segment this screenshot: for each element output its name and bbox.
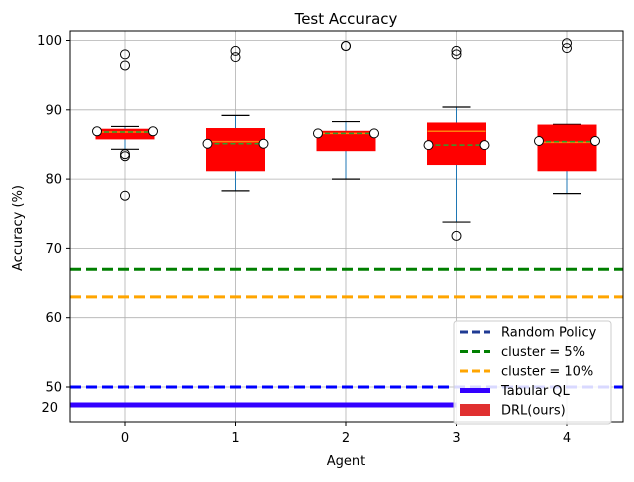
x-tick-label: 4 bbox=[563, 431, 571, 446]
axis-ticks: 50 60 70 80 90 100 20 0 1 2 3 4 bbox=[37, 34, 571, 446]
endpoint-marker bbox=[202, 138, 213, 149]
x-tick-label: 1 bbox=[231, 431, 239, 446]
legend-label: cluster = 5% bbox=[501, 345, 585, 360]
box bbox=[95, 128, 155, 140]
endpoint-marker bbox=[148, 126, 158, 137]
y-tick-label: 80 bbox=[45, 173, 62, 188]
y-tick-label: 90 bbox=[45, 103, 62, 118]
outlier-point bbox=[230, 52, 241, 63]
endpoint-marker bbox=[423, 140, 434, 151]
outlier-point bbox=[120, 60, 130, 71]
outlier-point bbox=[451, 45, 462, 56]
legend-label: Tabular QL bbox=[500, 384, 571, 399]
x-tick-label: 3 bbox=[452, 431, 460, 446]
x-tick-label: 0 bbox=[121, 431, 129, 446]
outlier-point bbox=[120, 49, 130, 60]
endpoint-marker bbox=[369, 128, 379, 139]
legend-label: cluster = 10% bbox=[501, 365, 593, 380]
y-tick-label: 60 bbox=[45, 311, 62, 326]
endpoint-marker bbox=[258, 138, 269, 149]
boxplot-agent-1 bbox=[202, 45, 269, 192]
boxplots bbox=[92, 38, 600, 241]
endpoint-marker bbox=[534, 135, 544, 146]
outlier-point bbox=[341, 41, 351, 52]
outlier-point bbox=[562, 43, 572, 54]
chart-title: Test Accuracy bbox=[294, 10, 398, 28]
boxplot-agent-4 bbox=[534, 38, 600, 195]
box bbox=[537, 124, 597, 172]
outlier-point bbox=[451, 49, 462, 60]
x-axis-label: Agent bbox=[327, 454, 365, 469]
endpoint-marker bbox=[479, 140, 490, 151]
box bbox=[316, 130, 376, 152]
box bbox=[427, 122, 486, 166]
y-tick-label: 70 bbox=[45, 242, 62, 257]
outlier-point bbox=[120, 151, 130, 162]
endpoint-marker bbox=[590, 135, 600, 146]
outlier-point bbox=[451, 230, 462, 241]
outlier-point bbox=[230, 45, 241, 56]
y-axis-label: Accuracy (%) bbox=[11, 185, 26, 271]
box bbox=[206, 128, 265, 172]
y-break-label: 20 bbox=[41, 401, 58, 416]
legend-box bbox=[453, 320, 612, 425]
endpoint-marker bbox=[92, 126, 102, 137]
legend-label: DRL(ours) bbox=[501, 404, 566, 419]
boxplot-agent-2 bbox=[313, 41, 379, 180]
boxplot-agent-0 bbox=[92, 49, 158, 201]
legend: Random Policy cluster = 5% cluster = 10% Ta… bbox=[453, 320, 612, 425]
x-tick-label: 2 bbox=[342, 431, 350, 446]
y-tick-label: 50 bbox=[45, 381, 62, 396]
y-tick-label: 100 bbox=[37, 34, 62, 49]
outlier-point bbox=[120, 190, 130, 201]
legend-label: Random Policy bbox=[501, 326, 597, 341]
boxplot-agent-3 bbox=[423, 45, 490, 241]
legend-swatch bbox=[460, 404, 490, 416]
endpoint-marker bbox=[313, 128, 323, 139]
reference-lines bbox=[70, 267, 623, 408]
outlier-point bbox=[562, 38, 572, 49]
